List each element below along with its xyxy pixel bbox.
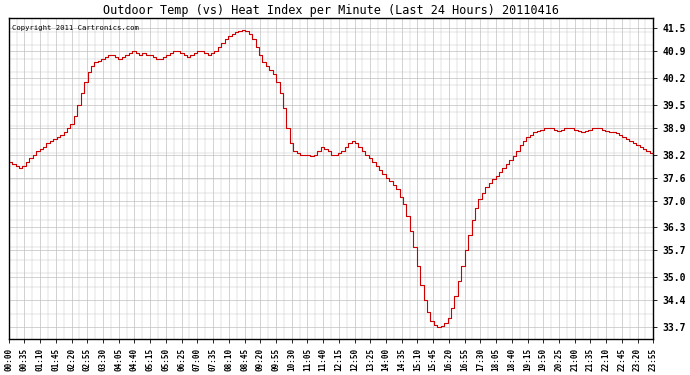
Text: Copyright 2011 Cartronics.com: Copyright 2011 Cartronics.com xyxy=(12,25,139,31)
Title: Outdoor Temp (vs) Heat Index per Minute (Last 24 Hours) 20110416: Outdoor Temp (vs) Heat Index per Minute … xyxy=(103,4,559,17)
